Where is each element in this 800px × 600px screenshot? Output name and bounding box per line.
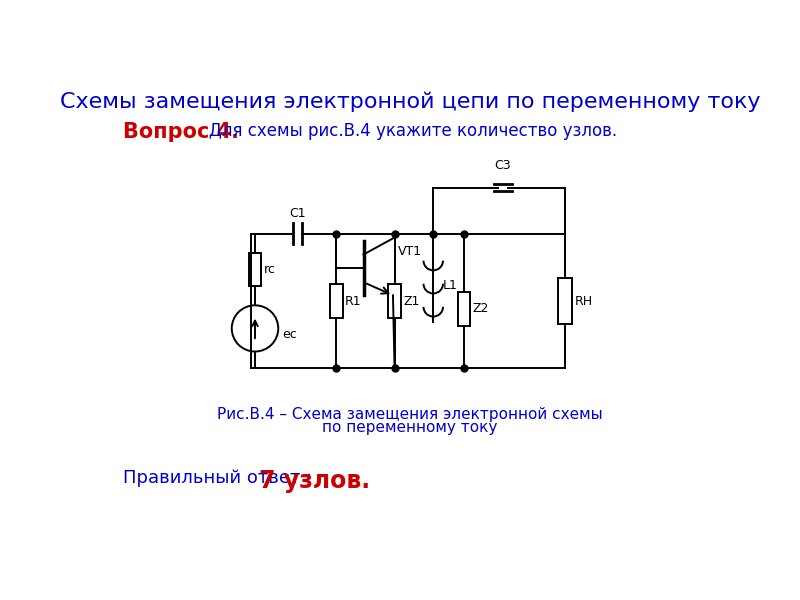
Text: ec: ec [282, 328, 297, 341]
Text: VT1: VT1 [398, 245, 422, 258]
Text: rc: rc [263, 263, 275, 276]
Text: Вопрос 4.: Вопрос 4. [123, 122, 239, 142]
Text: Для схемы рис.В.4 укажите количество узлов.: Для схемы рис.В.4 укажите количество узл… [193, 122, 617, 140]
Text: C1: C1 [290, 207, 306, 220]
Text: RH: RH [575, 295, 594, 308]
Text: Z1: Z1 [403, 295, 419, 308]
Text: Правильный ответ :: Правильный ответ : [123, 469, 318, 487]
Bar [558, 278, 572, 324]
Text: Z2: Z2 [473, 302, 489, 315]
Text: по переменному току: по переменному току [322, 420, 498, 435]
Bar [388, 284, 401, 318]
Text: C3: C3 [494, 159, 511, 172]
Text: Схемы замещения электронной цепи по переменному току: Схемы замещения электронной цепи по пере… [60, 91, 760, 112]
Bar [249, 253, 261, 286]
Text: R1: R1 [345, 295, 362, 308]
Bar [330, 284, 342, 318]
Text: Рис.В.4 – Схема замещения электронной схемы: Рис.В.4 – Схема замещения электронной сх… [217, 407, 603, 422]
Text: 7 узлов.: 7 узлов. [259, 469, 370, 493]
Text: L1: L1 [442, 279, 458, 292]
Bar [458, 292, 470, 326]
